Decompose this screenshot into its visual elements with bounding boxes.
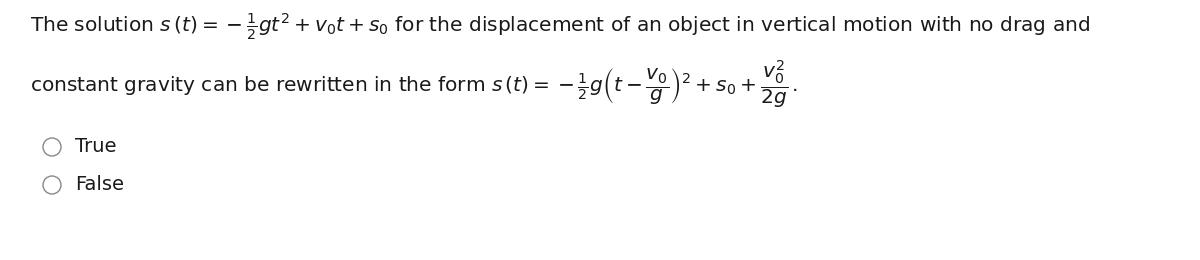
Text: False: False (74, 176, 124, 194)
Text: constant gravity can be rewritten in the form $s\,(t) = -\frac{1}{2}g\left(t - \: constant gravity can be rewritten in the… (30, 58, 798, 110)
Text: The solution $s\,(t) = -\frac{1}{2}gt^2 + v_0 t + s_0$ for the displacement of a: The solution $s\,(t) = -\frac{1}{2}gt^2 … (30, 12, 1090, 42)
Text: True: True (74, 138, 116, 157)
